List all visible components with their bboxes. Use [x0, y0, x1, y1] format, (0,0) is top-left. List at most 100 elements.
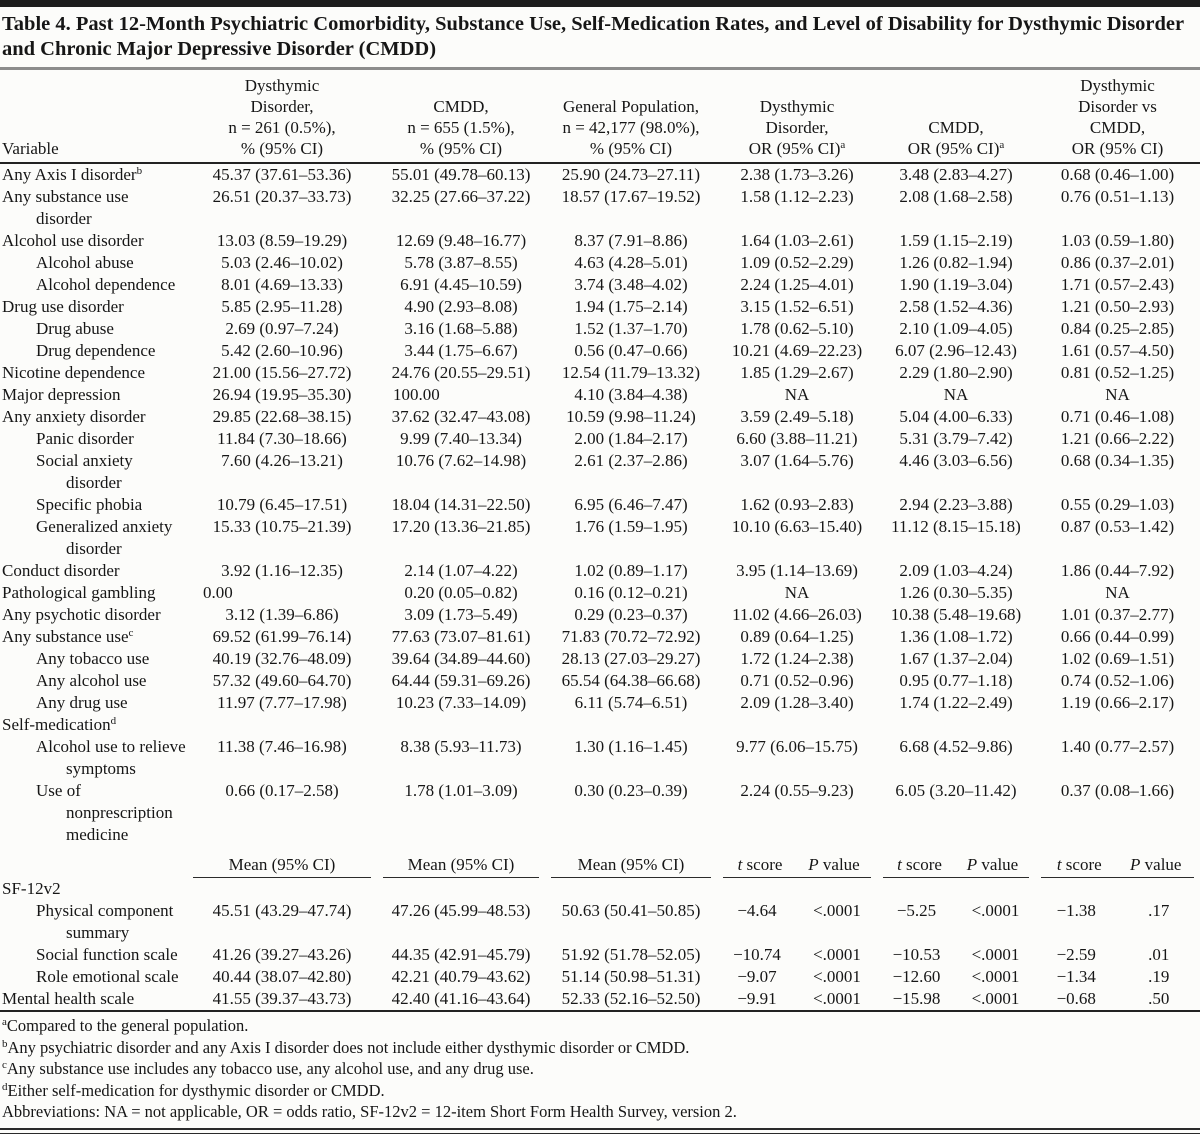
row-label: Any psychotic disorder — [0, 604, 187, 626]
value-cell: 1.71 (0.57–2.43) — [1035, 274, 1200, 296]
value-cell: 0.66 (0.44–0.99) — [1035, 626, 1200, 648]
column-header: CMDD, OR (95% CI)a — [877, 70, 1035, 163]
value-cell: 10.21 (4.69–22.23) — [717, 340, 877, 362]
value-cell: 52.33 (52.16–52.50) — [545, 988, 717, 1011]
value-cell: 1.01 (0.37–2.77) — [1035, 604, 1200, 626]
value-cell: 3.44 (1.75–6.67) — [377, 340, 545, 362]
tscore-value: −9.07 — [717, 966, 797, 988]
value-cell: 45.37 (37.61–53.36) — [187, 163, 377, 186]
stat-cell: −0.68.50 — [1035, 988, 1200, 1011]
stat-cell: −2.59.01 — [1035, 944, 1200, 966]
tscore-header-label: t score — [883, 854, 956, 876]
value-cell: 2.10 (1.09–4.05) — [877, 318, 1035, 340]
value-cell: 1.64 (1.03–2.61) — [717, 230, 877, 252]
value-cell: 1.09 (0.52–2.29) — [717, 252, 877, 274]
column-header-variable: Variable — [0, 70, 187, 163]
value-cell: 6.95 (6.46–7.47) — [545, 494, 717, 516]
mean-header-cell: Mean (95% CI) — [545, 846, 717, 878]
stat-cell: −10.53<.0001 — [877, 944, 1035, 966]
value-cell: 77.63 (73.07–81.61) — [377, 626, 545, 648]
top-rule — [0, 0, 1200, 7]
row-label: Any substance usec — [0, 626, 187, 648]
value-cell: 1.36 (1.08–1.72) — [877, 626, 1035, 648]
value-cell: 65.54 (64.38–66.68) — [545, 670, 717, 692]
value-cell: 12.69 (9.48–16.77) — [377, 230, 545, 252]
pvalue-header-label: P value — [956, 854, 1029, 876]
column-header-text: Dysthymic Disorder, n = 261 (0.5%), % (9… — [228, 76, 335, 158]
pvalue-value: .01 — [1118, 944, 1200, 966]
value-cell: 1.19 (0.66–2.17) — [1035, 692, 1200, 714]
value-cell: 0.20 (0.05–0.82) — [377, 582, 545, 604]
value-cell: 10.79 (6.45–17.51) — [187, 494, 377, 516]
value-cell: 0.76 (0.51–1.13) — [1035, 186, 1200, 230]
stat-cell: −15.98<.0001 — [877, 988, 1035, 1011]
value-cell: 2.24 (1.25–4.01) — [717, 274, 877, 296]
table-row: Self-medicationd — [0, 714, 1200, 736]
stat-pair: −2.59.01 — [1035, 944, 1200, 966]
value-cell: NA — [717, 582, 877, 604]
stat-pair: −9.91<.0001 — [717, 988, 877, 1010]
stat-pair: −4.64<.0001 — [717, 900, 877, 922]
value-cell: 1.30 (1.16–1.45) — [545, 736, 717, 780]
value-cell: 24.76 (20.55–29.51) — [377, 362, 545, 384]
value-cell: 26.94 (19.95–35.30) — [187, 384, 377, 406]
value-cell: 10.38 (5.48–19.68) — [877, 604, 1035, 626]
stat-pair: −10.53<.0001 — [877, 944, 1035, 966]
row-label: Any substance use disorder — [0, 186, 187, 230]
tscore-value: −0.68 — [1035, 988, 1118, 1010]
column-header-text: CMDD, n = 655 (1.5%), % (95% CI) — [407, 97, 514, 158]
value-cell: 1.85 (1.29–2.67) — [717, 362, 877, 384]
row-label: Nicotine dependence — [0, 362, 187, 384]
value-cell: 3.92 (1.16–12.35) — [187, 560, 377, 582]
value-cell: 10.76 (7.62–14.98) — [377, 450, 545, 494]
value-cell: 5.03 (2.46–10.02) — [187, 252, 377, 274]
pvalue-header-label: P value — [1118, 854, 1195, 876]
value-cell: 0.37 (0.08–1.66) — [1035, 780, 1200, 846]
value-cell: 6.07 (2.96–12.43) — [877, 340, 1035, 362]
value-cell: 41.55 (39.37–43.73) — [187, 988, 377, 1011]
value-cell: 51.14 (50.98–51.31) — [545, 966, 717, 988]
value-cell: 2.58 (1.52–4.36) — [877, 296, 1035, 318]
row-label: Any Axis I disorderb — [0, 163, 187, 186]
row-label: Any anxiety disorder — [0, 406, 187, 428]
row-label: Pathological gambling — [0, 582, 187, 604]
value-cell: 1.21 (0.50–2.93) — [1035, 296, 1200, 318]
row-label: Role emotional scale — [0, 966, 187, 988]
value-cell: 0.68 (0.34–1.35) — [1035, 450, 1200, 494]
value-cell: 4.46 (3.03–6.56) — [877, 450, 1035, 494]
value-cell: 5.42 (2.60–10.96) — [187, 340, 377, 362]
pvalue-italic: P — [1130, 855, 1140, 874]
value-cell: 6.11 (5.74–6.51) — [545, 692, 717, 714]
tscore-header-label: t score — [723, 854, 797, 876]
value-cell: 0.56 (0.47–0.66) — [545, 340, 717, 362]
footnote: dEither self-medication for dysthymic di… — [2, 1080, 1196, 1102]
value-cell: 0.29 (0.23–0.37) — [545, 604, 717, 626]
table-header: Variable Dysthymic Disorder, n = 261 (0.5… — [0, 70, 1200, 163]
bottom-rule — [0, 1128, 1200, 1134]
pvalue-value: <.0001 — [956, 988, 1035, 1010]
column-header-text: CMDD, OR (95% CI)a — [908, 118, 1005, 158]
footnote-text: Either self-medication for dysthymic dis… — [8, 1081, 385, 1100]
mean-header-label: Mean (95% CI) — [383, 854, 539, 878]
pvalue-italic: P — [967, 855, 977, 874]
value-cell: 37.62 (32.47–43.08) — [377, 406, 545, 428]
value-cell: 2.00 (1.84–2.17) — [545, 428, 717, 450]
value-cell: 1.90 (1.19–3.04) — [877, 274, 1035, 296]
